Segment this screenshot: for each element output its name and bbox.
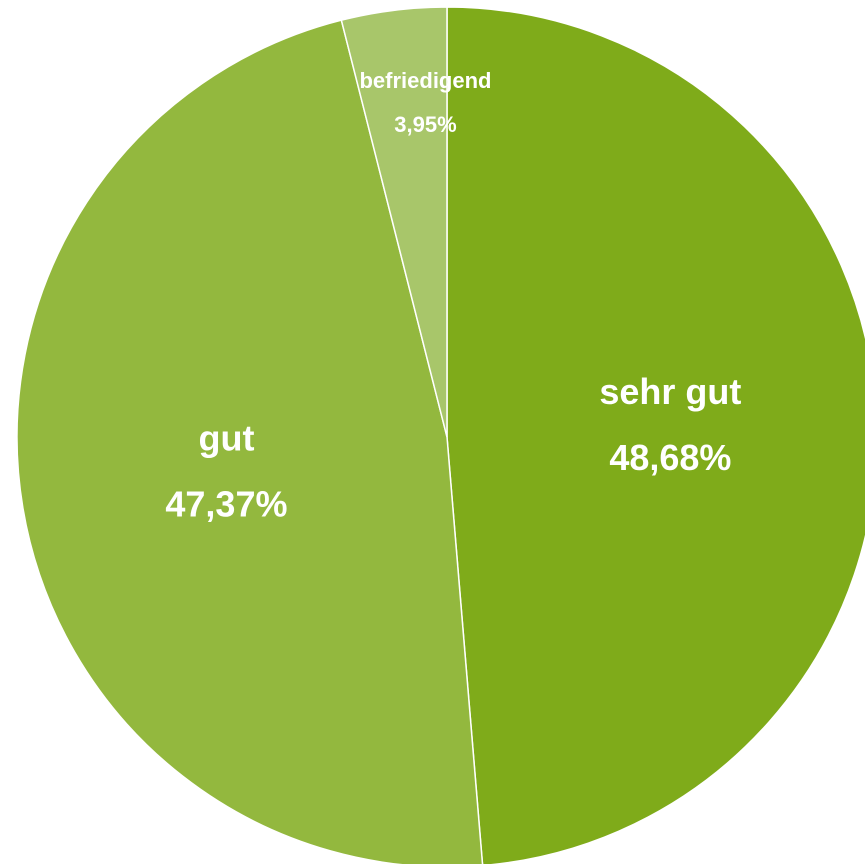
slice-value-label: 48,68% — [609, 437, 731, 478]
slice-category: sehr gut — [599, 371, 741, 412]
slice-value-label: 3,95% — [394, 112, 456, 137]
pie-slice — [16, 19, 484, 864]
pie-slice — [446, 6, 865, 864]
slice-category: befriedigend — [359, 68, 491, 93]
slice-value-label: 47,37% — [165, 483, 287, 524]
slice-category: gut — [198, 417, 254, 458]
pie-slice — [340, 6, 448, 438]
